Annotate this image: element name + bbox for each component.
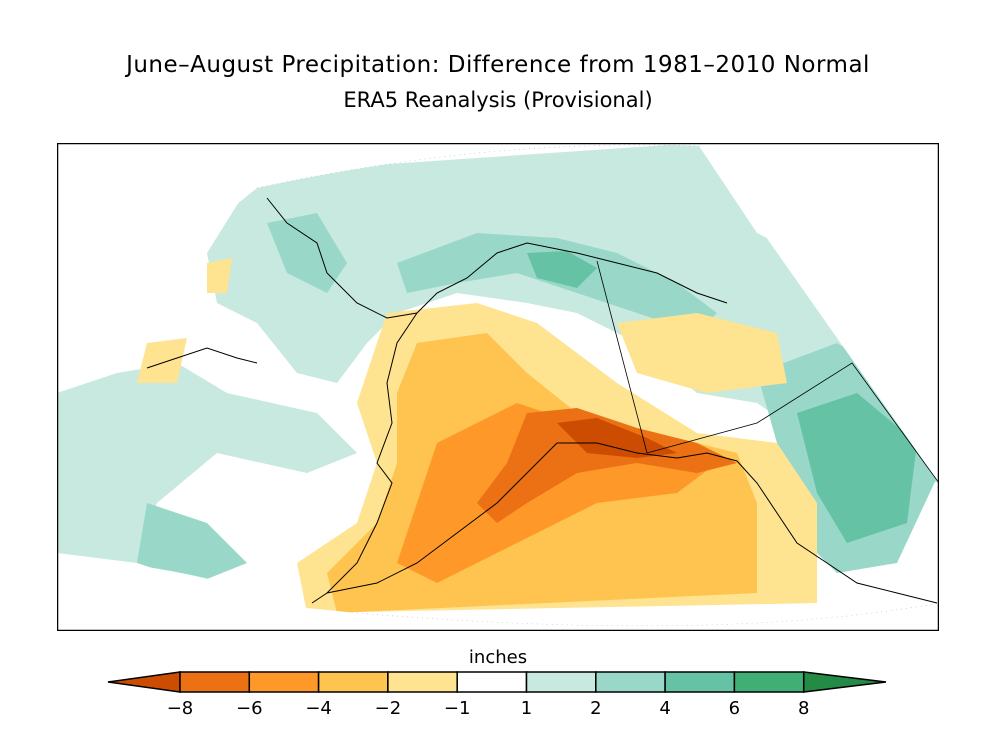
colorbar-tick-label: −6 bbox=[236, 698, 263, 719]
colorbar-low-extend bbox=[107, 671, 181, 693]
dry-region-core bbox=[557, 418, 677, 458]
precipitation-anomaly-map bbox=[57, 143, 939, 631]
political-borders bbox=[596, 260, 939, 484]
dry-region-interior bbox=[617, 313, 787, 393]
wet-region-north bbox=[207, 144, 939, 483]
wet-region-west bbox=[57, 363, 357, 563]
colorbar-tick-label: −8 bbox=[167, 698, 194, 719]
colorbar-bin bbox=[387, 671, 458, 693]
wet-core-brooks bbox=[527, 251, 597, 288]
colorbar-tick-label: −1 bbox=[444, 698, 471, 719]
colorbar-bin bbox=[179, 671, 251, 693]
colorbar-tick-label: −4 bbox=[305, 698, 332, 719]
wet-panhandle-core bbox=[797, 393, 917, 543]
colorbar-tick-label: 1 bbox=[521, 698, 532, 719]
coastlines bbox=[146, 197, 938, 604]
colorbar-bin bbox=[664, 671, 736, 693]
map-frame bbox=[57, 143, 939, 631]
map-domain-edge bbox=[256, 144, 939, 627]
wet-southwest bbox=[137, 503, 247, 583]
colorbar-bin bbox=[248, 671, 320, 693]
dry-region-west-small bbox=[137, 258, 232, 383]
colorbar-bin bbox=[595, 671, 666, 693]
chart-title: June–August Precipitation: Difference fr… bbox=[126, 52, 870, 78]
colorbar-tick-label: −2 bbox=[375, 698, 402, 719]
colorbar-tick-label: 8 bbox=[798, 698, 809, 719]
colorbar-tick-label: 4 bbox=[659, 698, 670, 719]
colorbar-high-extend bbox=[802, 671, 887, 693]
colorbar-bin bbox=[525, 671, 597, 693]
colorbar-unit-label: inches bbox=[468, 647, 528, 668]
colorbar: −8 −6 −4 −2 −1 1 2 4 6 8 bbox=[107, 671, 887, 719]
colorbar-bin bbox=[317, 671, 389, 693]
colorbar-tick-label: 6 bbox=[729, 698, 740, 719]
colorbar-bin bbox=[456, 671, 528, 693]
dry-region-kenai bbox=[477, 408, 737, 523]
colorbar-tick-label: 2 bbox=[590, 698, 601, 719]
chart-subtitle: ERA5 Reanalysis (Provisional) bbox=[343, 88, 653, 112]
colorbar-bin bbox=[733, 671, 805, 693]
